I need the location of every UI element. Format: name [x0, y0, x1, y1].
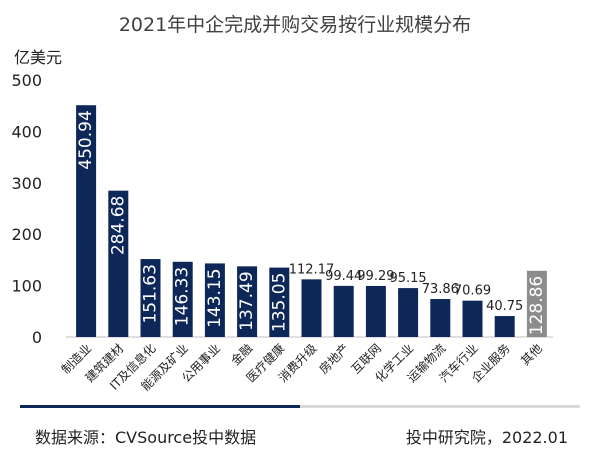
bar-11	[430, 299, 451, 337]
bar-4	[204, 263, 225, 337]
value-label: 151.63	[141, 264, 161, 323]
y-tick-label: 300	[11, 174, 42, 193]
credit-text: 投中研究院，2022.01	[405, 428, 568, 447]
category-label: 金融	[228, 341, 256, 369]
value-label: 40.75	[486, 299, 523, 314]
value-label: 284.68	[108, 196, 128, 255]
chart-title: 2021年中企完成并购交易按行业规模分布	[118, 14, 472, 36]
value-label: 146.33	[173, 267, 193, 326]
bar-13	[494, 316, 515, 337]
y-axis-unit-label: 亿美元	[14, 48, 63, 67]
footer-divider	[20, 405, 580, 408]
footer-divider-accent	[20, 405, 300, 408]
bar-7	[301, 279, 322, 337]
y-tick-label: 100	[11, 277, 42, 296]
bar-10	[398, 288, 419, 337]
y-axis: 0 100 200 300 400 500	[11, 71, 553, 347]
data-source-text: 数据来源：CVSource投中数据	[35, 428, 257, 447]
bar-2	[140, 259, 161, 337]
bar-12	[462, 300, 483, 337]
value-label: 70.69	[454, 284, 491, 299]
value-label: 73.86	[422, 282, 459, 297]
bar-5	[237, 266, 258, 337]
value-label: 99.29	[357, 269, 394, 284]
bar-8	[333, 285, 354, 337]
value-label: 95.15	[389, 271, 426, 286]
bar-0	[76, 105, 97, 337]
bar-3	[172, 261, 193, 337]
value-label: 135.05	[269, 273, 289, 332]
value-labels: 450.94 284.68 151.63 146.33 143.15 137.49 135.…	[76, 110, 547, 335]
y-tick-label: 400	[11, 122, 42, 141]
bar-9	[365, 285, 386, 337]
y-tick-label: 500	[11, 71, 42, 90]
y-tick-label: 0	[32, 328, 42, 347]
bars	[76, 105, 547, 337]
bar-1	[108, 190, 129, 337]
category-label: 房地产	[316, 341, 352, 377]
value-label: 99.44	[325, 269, 362, 284]
bar-chart: 0 100 200 300 400 500 450.94 284.68 151.63 146.3…	[11, 71, 553, 394]
y-tick-label: 200	[11, 225, 42, 244]
value-label: 450.94	[76, 110, 96, 169]
value-label: 137.49	[237, 271, 257, 330]
bar-6	[269, 267, 290, 337]
category-label: 其他	[518, 341, 545, 368]
value-label: 143.15	[205, 268, 225, 327]
value-label: 112.17	[289, 262, 335, 277]
bar-14	[526, 270, 547, 337]
value-label: 128.86	[527, 276, 547, 335]
